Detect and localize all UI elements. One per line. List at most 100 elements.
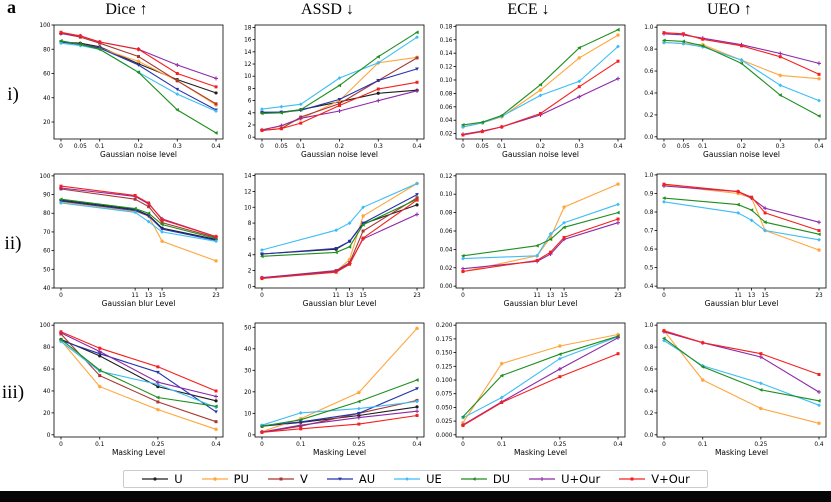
svg-text:23: 23	[815, 293, 823, 299]
legend-marker-V+Our	[619, 477, 646, 481]
svg-text:0.1: 0.1	[497, 144, 507, 150]
svg-text:23: 23	[614, 293, 622, 299]
svg-text:40: 40	[43, 286, 51, 292]
svg-text:100: 100	[39, 174, 50, 180]
svg-text:0: 0	[59, 442, 63, 448]
svg-text:0.00: 0.00	[440, 284, 453, 290]
svg-text:10: 10	[244, 74, 252, 80]
svg-text:0.02: 0.02	[440, 266, 453, 272]
series-PU	[59, 338, 218, 432]
svg-text:0.1: 0.1	[698, 442, 708, 448]
legend-item-V: V	[267, 472, 308, 486]
series-V+Our	[461, 217, 620, 273]
svg-text:0: 0	[662, 144, 666, 150]
svg-text:10: 10	[244, 411, 252, 417]
svg-text:4: 4	[248, 111, 252, 117]
svg-text:0.16: 0.16	[440, 38, 453, 44]
svg-text:20: 20	[43, 120, 51, 126]
svg-text:12: 12	[244, 62, 252, 68]
chart-ii-ueo: 0.4 0.5 0.6 0.7 0.8 0.9 1.0 0 11 13 15 23 Gaussian b…	[644, 173, 827, 308]
x-axis-label: Gaussian blur Level	[303, 299, 377, 308]
series-DU	[460, 27, 620, 127]
series-DU	[259, 378, 419, 429]
svg-text:0.0: 0.0	[644, 135, 654, 141]
svg-text:0.075: 0.075	[436, 392, 453, 398]
legend-item-DU: DU	[460, 472, 510, 486]
x-axis-label: Gaussian blur Level	[504, 299, 578, 308]
chart-i-assd: 0 2 4 6 8 10 12 14 16 18 0 0.05 0.1 0.2 0.3 0.4 Gaussian…	[244, 24, 425, 159]
series-V	[59, 332, 218, 424]
svg-text:100: 100	[39, 323, 50, 329]
svg-text:100: 100	[39, 23, 50, 29]
svg-text:0.6: 0.6	[644, 367, 654, 373]
series-UE	[260, 181, 419, 252]
svg-text:2: 2	[248, 123, 252, 129]
legend-marker-V	[267, 477, 294, 481]
svg-text:0.4: 0.4	[613, 442, 623, 448]
chart-i-ece: 0.02 0.04 0.06 0.08 0.10 0.12 0.14 0.16 0.18 0 0.0…	[440, 24, 626, 159]
legend-item-PU: PU	[201, 472, 249, 486]
svg-text:70: 70	[43, 230, 51, 236]
svg-text:0.1: 0.1	[296, 442, 306, 448]
svg-text:0.05: 0.05	[74, 144, 87, 150]
svg-text:0.200: 0.200	[436, 323, 453, 329]
svg-text:40: 40	[43, 96, 51, 102]
row-label-ii: ii)	[4, 232, 22, 254]
svg-text:0.04: 0.04	[440, 247, 453, 253]
svg-text:0.25: 0.25	[151, 442, 164, 448]
svg-text:0.3: 0.3	[776, 144, 786, 150]
series-DU	[661, 336, 821, 403]
series-DU	[58, 38, 218, 135]
svg-text:14: 14	[244, 174, 252, 180]
svg-text:40: 40	[43, 389, 51, 395]
svg-text:0.05: 0.05	[677, 144, 690, 150]
svg-text:50: 50	[244, 325, 252, 331]
svg-text:0.100: 0.100	[436, 378, 453, 384]
series-UE	[662, 40, 821, 103]
legend-item-U+Our: U+Our	[528, 472, 600, 486]
svg-text:0.18: 0.18	[440, 24, 453, 30]
legend-label-U: U	[174, 472, 183, 486]
series-V+Our	[461, 59, 620, 137]
series-U+Our	[661, 329, 822, 395]
svg-text:13: 13	[145, 293, 153, 299]
series-V	[59, 187, 218, 240]
svg-text:0.4: 0.4	[211, 144, 221, 150]
series-V	[260, 56, 419, 132]
series-V+Our	[461, 352, 620, 427]
chart-i-ueo: 0.0 0.2 0.4 0.6 0.8 1.0 0 0.05 0.1 0.2 0.3 0.4 Gauss…	[644, 24, 827, 159]
svg-text:0: 0	[248, 433, 252, 439]
svg-text:1.0: 1.0	[644, 323, 654, 329]
series-V	[59, 31, 218, 106]
chart-iii-dice: 0 20 40 60 80 100 0 0.1 0.25 0.4 Masking Level	[39, 322, 224, 457]
svg-text:60: 60	[43, 72, 51, 78]
svg-text:0: 0	[47, 433, 51, 439]
svg-text:0.4: 0.4	[644, 284, 654, 290]
svg-text:11: 11	[332, 293, 340, 299]
chart-row-ii: ii) 40 50 60 70 80 90 100 0 11 13 15 23 Gaussian blu…	[0, 169, 831, 318]
svg-text:0.2: 0.2	[335, 144, 345, 150]
series-V+Our	[662, 329, 821, 377]
svg-text:0.1: 0.1	[296, 144, 306, 150]
svg-text:0: 0	[461, 442, 465, 448]
series-U+Our	[460, 335, 621, 427]
x-axis-label: Gaussian noise level	[502, 150, 579, 159]
svg-text:80: 80	[43, 211, 51, 217]
chart-ii-assd: 0 2 4 6 8 10 12 14 0 11 13 15 23 Gaussian blur Level	[244, 174, 425, 308]
svg-text:60: 60	[43, 249, 51, 255]
svg-text:0.7: 0.7	[644, 229, 654, 235]
svg-text:60: 60	[43, 367, 51, 373]
series-DU	[661, 196, 821, 237]
legend-label-UE: UE	[426, 472, 442, 486]
svg-text:0.3: 0.3	[575, 144, 585, 150]
legend-marker-UE	[394, 477, 421, 481]
svg-text:0.1: 0.1	[95, 144, 105, 150]
svg-text:14: 14	[244, 50, 252, 56]
svg-text:0.8: 0.8	[644, 47, 654, 53]
column-title-assd: ASSD ↓	[301, 1, 354, 18]
svg-text:0.4: 0.4	[211, 442, 221, 448]
svg-text:0.8: 0.8	[644, 345, 654, 351]
series-DU	[58, 197, 218, 241]
series-UE	[59, 339, 218, 410]
